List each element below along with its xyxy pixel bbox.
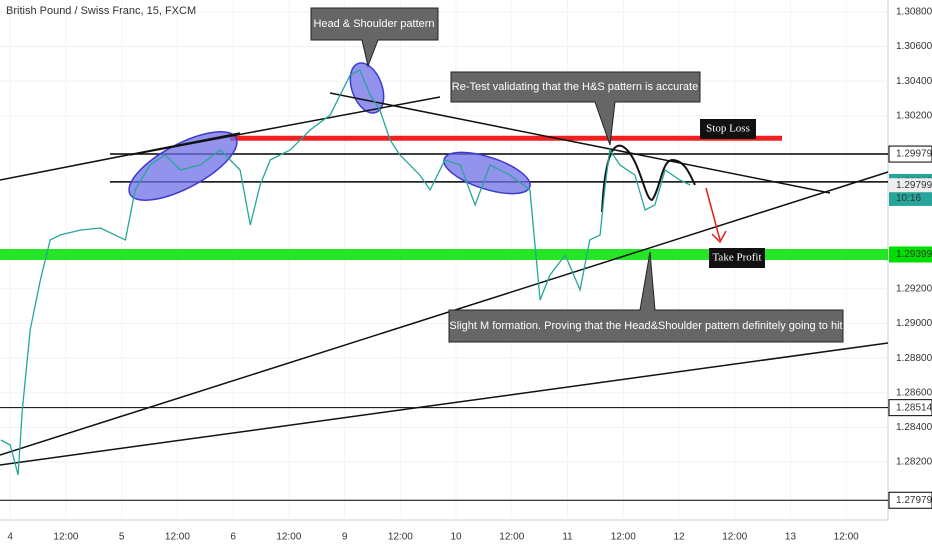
take-profit-label: Take Profit [712,252,761,264]
stop-loss-label: Stop Loss [706,123,750,135]
price-label-box [889,246,932,263]
callout-text: Head & Shoulder pattern [313,18,434,30]
countdown: 10:16 [896,193,921,204]
y-tick-label: 1.29000 [896,318,932,329]
x-tick-label: 10 [451,532,463,543]
trend-line [0,171,889,456]
trend-line [129,96,441,156]
x-tick-label: 6 [230,532,236,543]
price-label-box [889,178,932,193]
price-label: 1.28514 [896,402,932,413]
y-tick-label: 1.29200 [896,284,932,295]
y-tick-label: 1.28800 [896,353,932,364]
arrow [705,187,727,244]
price-axis: 1.30800 1.30600 1.30400 1.30200 1.29200 1.290… [7,7,932,543]
y-tick-label: 1.30600 [896,41,932,52]
m-formation [601,144,696,213]
y-tick-label: 1.28600 [896,387,932,398]
x-tick-label: 12:00 [722,532,747,543]
callout [448,251,844,343]
price-label: 1.29979 [896,149,932,160]
y-tick-label: 1.30800 [896,7,932,18]
callout [450,71,701,146]
x-tick-label: 12:00 [165,532,190,543]
price-label: 1.29399 [896,249,932,260]
price-label-box [888,491,932,509]
callouts: Head & Shoulder pattern Re-Test validati… [310,7,844,343]
countdown-box [889,190,932,206]
callout [310,7,439,68]
price-label: 1.29799 [896,180,932,191]
x-tick-label: 12 [673,532,685,543]
trend-line [0,342,889,466]
callout-text: Slight M formation. Proving that the Hea… [449,320,842,332]
x-tick-label: 9 [342,532,348,543]
x-tick-label: 5 [119,532,125,543]
x-tick-label: 13 [785,532,797,543]
price-line [0,68,691,476]
x-tick-label: 12:00 [276,532,301,543]
x-tick-label: 11 [562,532,573,543]
y-tick-label: 1.28400 [896,422,932,433]
price-label-box [888,399,932,417]
x-tick-label: 4 [7,532,13,543]
x-tick-label: 12:00 [388,532,413,543]
label-box [709,248,765,268]
x-tick-label: 12:00 [53,532,78,543]
trend-line [0,132,241,181]
x-tick-label: 12:00 [611,532,636,543]
price-label: 1.27979 [896,495,932,506]
drawings [0,62,889,466]
x-tick-label: 12:00 [499,532,524,543]
y-tick-label: 1.30400 [896,76,932,87]
y-tick-label: 1.28200 [896,457,932,468]
callout-text: Re-Test validating that the H&S pattern … [452,81,698,93]
price-label-box [888,145,932,163]
label-box [700,119,756,139]
trend-line [329,92,831,194]
y-tick-label: 1.30200 [896,110,932,121]
grid [0,0,888,520]
x-tick-label: 12:00 [834,532,859,543]
chart-title: British Pound / Swiss Franc, 15, FXCM [6,5,196,17]
